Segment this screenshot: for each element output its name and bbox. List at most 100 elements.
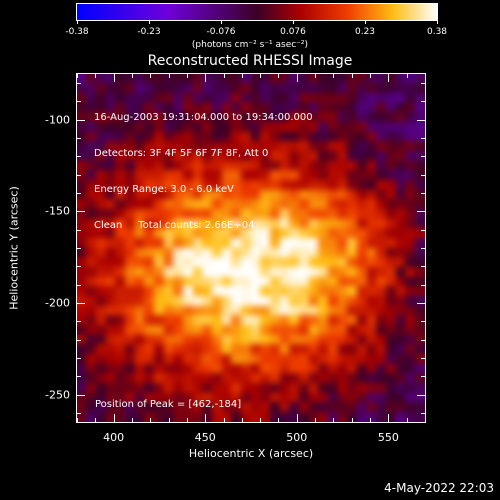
x-tick-mark [205,414,207,422]
y-minor-tick [77,156,81,158]
y-minor-tick [77,83,81,85]
x-minor-tick [406,74,408,78]
colorbar [76,3,438,21]
x-minor-tick [168,418,170,422]
heatmap-plot: 16-Aug-2003 19:31:04.000 to 19:34:00.000… [76,73,426,423]
x-tick-label: 550 [377,431,399,444]
info-counts: Clean Total counts: 2.66E+04 [94,220,255,231]
y-minor-tick [77,266,81,268]
colorbar-tick-mark [365,20,366,24]
y-minor-tick [421,284,425,286]
y-axis-label: Heliocentric Y (arcsec) [7,186,21,310]
y-minor-tick [421,321,425,323]
info-energy-range: Energy Range: 3.0 - 6.0 keV [94,184,234,195]
y-minor-tick [77,193,81,195]
heatmap-image [77,74,425,422]
plot-title: Reconstructed RHESSI Image [147,53,353,69]
x-minor-tick [223,74,225,78]
x-axis-label: Heliocentric X (arcsec) [188,447,314,460]
x-minor-tick [186,418,188,422]
y-tick-mark [417,119,425,121]
y-tick-label: -200 [45,296,70,310]
x-tick-mark [388,414,390,422]
timestamp: 4-May-2022 22:03 [384,481,494,495]
y-minor-tick [421,101,425,103]
x-minor-tick [186,74,188,78]
y-tick-label: -250 [45,388,70,402]
x-minor-tick [333,74,335,78]
y-tick-mark [77,302,85,304]
y-tick-mark [77,394,85,396]
y-minor-tick [77,174,81,176]
x-minor-tick [406,418,408,422]
peak-position-label: Position of Peak = [462,-184] [95,399,242,410]
colorbar-tick-label: 0.23 [354,27,376,37]
x-minor-tick [333,418,335,422]
y-minor-tick [421,266,425,268]
colorbar-tick-label: -0.23 [137,27,161,37]
x-minor-tick [260,418,262,422]
x-minor-tick [370,418,372,422]
info-detectors: Detectors: 3F 4F 5F 6F 7F 8F, Att 0 [94,148,269,159]
colorbar-tick-label: 0.38 [426,27,448,37]
x-minor-tick [131,418,133,422]
colorbar-tick-label: 0.076 [280,27,306,37]
colorbar-tick-mark [221,20,222,24]
x-tick-label: 450 [194,431,216,444]
x-tick-mark [388,74,390,82]
x-tick-mark [296,74,298,82]
y-minor-tick [421,193,425,195]
y-minor-tick [421,248,425,249]
y-tick-mark [417,302,425,304]
colorbar-tick-mark [77,20,78,24]
y-minor-tick [421,229,425,231]
y-tick-mark [417,394,425,396]
colorbar-tick-mark [437,20,438,24]
x-minor-tick [77,418,78,422]
y-minor-tick [421,412,425,414]
y-tick-mark [77,119,85,121]
y-minor-tick [77,376,81,378]
x-tick-label: 400 [103,431,125,444]
colorbar-tick-label: -0.38 [65,27,89,37]
x-minor-tick [425,74,426,78]
y-minor-tick [77,138,81,140]
colorbar-tick-mark [149,20,150,24]
x-tick-mark [296,414,298,422]
x-minor-tick [351,74,353,78]
x-minor-tick [351,418,353,422]
y-minor-tick [421,138,425,140]
x-minor-tick [425,418,426,422]
y-minor-tick [77,248,81,249]
y-minor-tick [421,156,425,158]
y-tick-label: -150 [45,204,70,218]
x-minor-tick [315,74,317,78]
y-minor-tick [421,339,425,341]
x-minor-tick [150,418,152,422]
colorbar-tick-mark [293,20,294,24]
y-minor-tick [77,284,81,286]
x-minor-tick [370,74,372,78]
y-minor-tick [421,357,425,359]
x-minor-tick [131,74,133,78]
x-minor-tick [278,418,280,422]
colorbar-tick-label: -0.076 [206,27,236,37]
x-tick-mark [113,414,115,422]
x-minor-tick [223,418,225,422]
x-tick-mark [205,74,207,82]
y-tick-mark [77,211,85,213]
info-time-range: 16-Aug-2003 19:31:04.000 to 19:34:00.000 [94,112,313,123]
x-minor-tick [241,74,243,78]
x-minor-tick [95,74,97,78]
y-tick-label: -100 [45,113,70,127]
x-tick-mark [113,74,115,82]
x-minor-tick [95,418,97,422]
y-minor-tick [77,321,81,323]
colorbar-units: (photons cm⁻² s⁻¹ asec⁻²) [191,40,309,50]
y-minor-tick [77,412,81,414]
x-tick-label: 500 [286,431,308,444]
x-minor-tick [168,74,170,78]
x-minor-tick [260,74,262,78]
x-minor-tick [315,418,317,422]
y-minor-tick [421,174,425,176]
